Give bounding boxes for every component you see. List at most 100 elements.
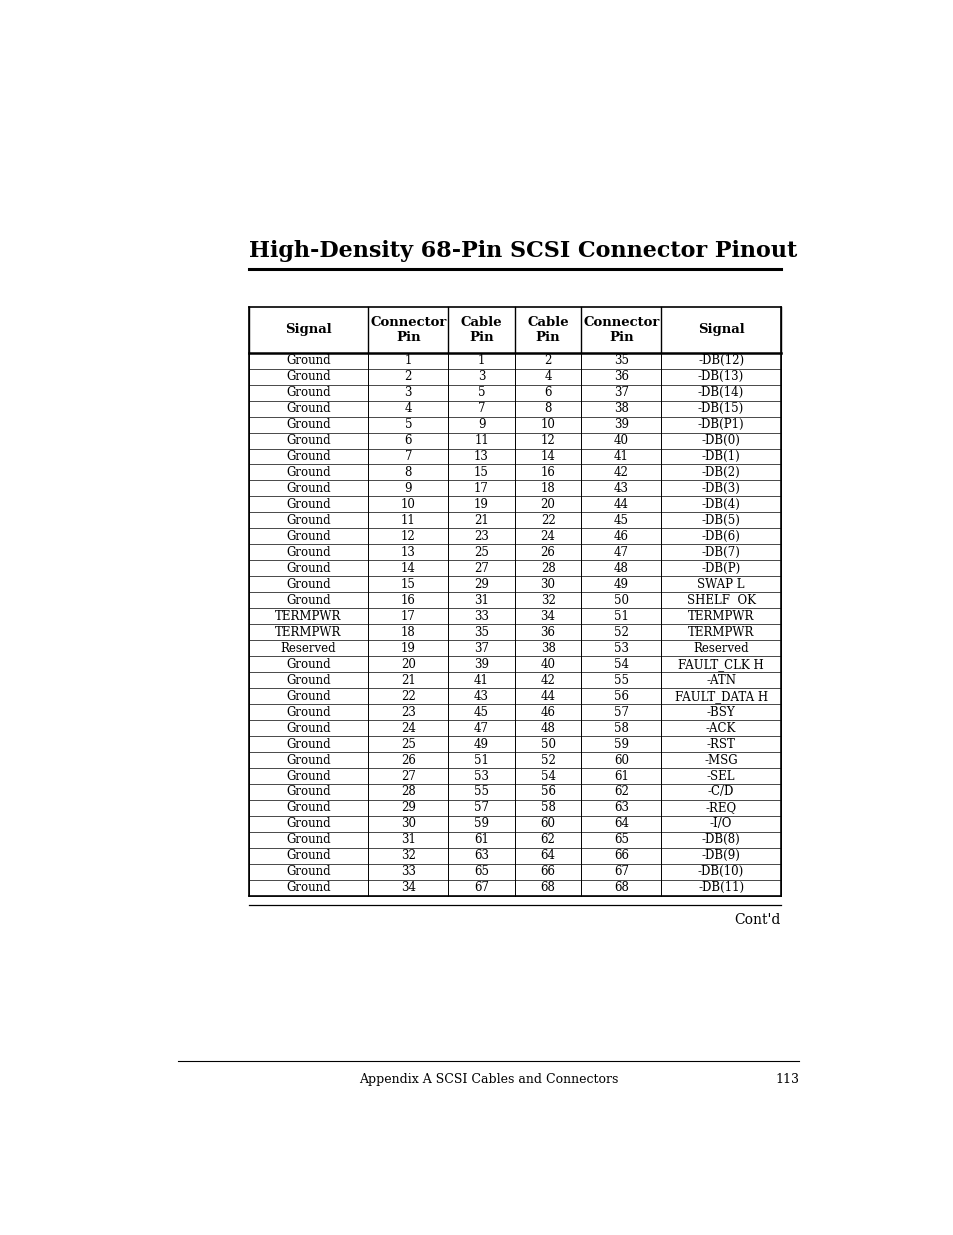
Text: 23: 23 [474,530,489,543]
Text: 29: 29 [400,802,416,814]
Text: 50: 50 [540,737,555,751]
Text: 52: 52 [540,753,555,767]
Text: Ground: Ground [286,466,331,479]
Text: High-Density 68-Pin SCSI Connector Pinout: High-Density 68-Pin SCSI Connector Pinou… [249,241,796,262]
Text: -ACK: -ACK [705,721,736,735]
Text: 1: 1 [477,354,485,367]
Text: 53: 53 [613,642,628,655]
Text: -BSY: -BSY [706,705,735,719]
Text: 47: 47 [474,721,489,735]
Text: 30: 30 [400,818,416,830]
Text: Ground: Ground [286,433,331,447]
Text: 51: 51 [474,753,489,767]
Text: 26: 26 [540,546,555,559]
Text: 14: 14 [400,562,416,574]
Text: -DB(10): -DB(10) [698,866,743,878]
Text: 52: 52 [613,626,628,638]
Text: 57: 57 [474,802,489,814]
Text: 32: 32 [400,850,416,862]
Text: Ground: Ground [286,387,331,399]
Text: 6: 6 [544,387,551,399]
Text: 62: 62 [540,834,555,846]
Text: 67: 67 [474,882,489,894]
Text: 5: 5 [477,387,485,399]
Text: 33: 33 [400,866,416,878]
Text: Ground: Ground [286,514,331,527]
Text: 60: 60 [613,753,628,767]
Text: 46: 46 [540,705,555,719]
Text: 62: 62 [613,785,628,799]
Text: 12: 12 [400,530,416,543]
Text: 59: 59 [613,737,628,751]
Text: 68: 68 [540,882,555,894]
Text: 61: 61 [613,769,628,783]
Text: 56: 56 [540,785,555,799]
Text: -DB(1): -DB(1) [701,450,740,463]
Text: -DB(5): -DB(5) [700,514,740,527]
Text: Ground: Ground [286,866,331,878]
Text: 3: 3 [477,370,485,383]
Text: Ground: Ground [286,354,331,367]
Text: 36: 36 [613,370,628,383]
Text: 11: 11 [400,514,416,527]
Text: 33: 33 [474,610,489,622]
Text: 26: 26 [400,753,416,767]
Text: 27: 27 [474,562,489,574]
Text: Ground: Ground [286,562,331,574]
Text: 8: 8 [544,403,551,415]
Text: Ground: Ground [286,403,331,415]
Text: 39: 39 [613,417,628,431]
Text: Ground: Ground [286,546,331,559]
Text: -DB(11): -DB(11) [698,882,743,894]
Text: 53: 53 [474,769,489,783]
Text: 20: 20 [400,658,416,671]
Text: 39: 39 [474,658,489,671]
Text: 34: 34 [400,882,416,894]
Text: 18: 18 [540,482,555,495]
Text: 31: 31 [474,594,489,606]
Text: 113: 113 [775,1072,799,1086]
Text: 51: 51 [613,610,628,622]
Text: 36: 36 [540,626,555,638]
Text: 47: 47 [613,546,628,559]
Text: Ground: Ground [286,834,331,846]
Text: 37: 37 [474,642,489,655]
Text: -DB(9): -DB(9) [700,850,740,862]
Text: 21: 21 [400,673,416,687]
Text: 46: 46 [613,530,628,543]
Text: 43: 43 [613,482,628,495]
Text: 5: 5 [404,417,412,431]
Text: 60: 60 [540,818,555,830]
Text: 14: 14 [540,450,555,463]
Text: 55: 55 [474,785,489,799]
Text: 44: 44 [613,498,628,511]
Text: 54: 54 [613,658,628,671]
Text: Ground: Ground [286,882,331,894]
Text: -DB(0): -DB(0) [700,433,740,447]
Text: -SEL: -SEL [706,769,735,783]
Text: TERMPWR: TERMPWR [275,610,341,622]
Text: 19: 19 [400,642,416,655]
Text: Ground: Ground [286,753,331,767]
Text: TERMPWR: TERMPWR [687,626,754,638]
Text: 2: 2 [404,370,412,383]
Text: SHELF  OK: SHELF OK [686,594,755,606]
Text: 50: 50 [613,594,628,606]
Text: 41: 41 [613,450,628,463]
Text: Connector
Pin: Connector Pin [370,316,446,343]
Text: 45: 45 [474,705,489,719]
Text: Ground: Ground [286,721,331,735]
Text: 55: 55 [613,673,628,687]
Text: Ground: Ground [286,689,331,703]
Text: 11: 11 [474,433,488,447]
Text: 63: 63 [474,850,489,862]
Text: 56: 56 [613,689,628,703]
Text: 13: 13 [474,450,489,463]
Text: 63: 63 [613,802,628,814]
Text: Ground: Ground [286,673,331,687]
Text: -DB(12): -DB(12) [698,354,743,367]
Text: 37: 37 [613,387,628,399]
Text: 68: 68 [613,882,628,894]
Text: 41: 41 [474,673,489,687]
Text: -DB(3): -DB(3) [700,482,740,495]
